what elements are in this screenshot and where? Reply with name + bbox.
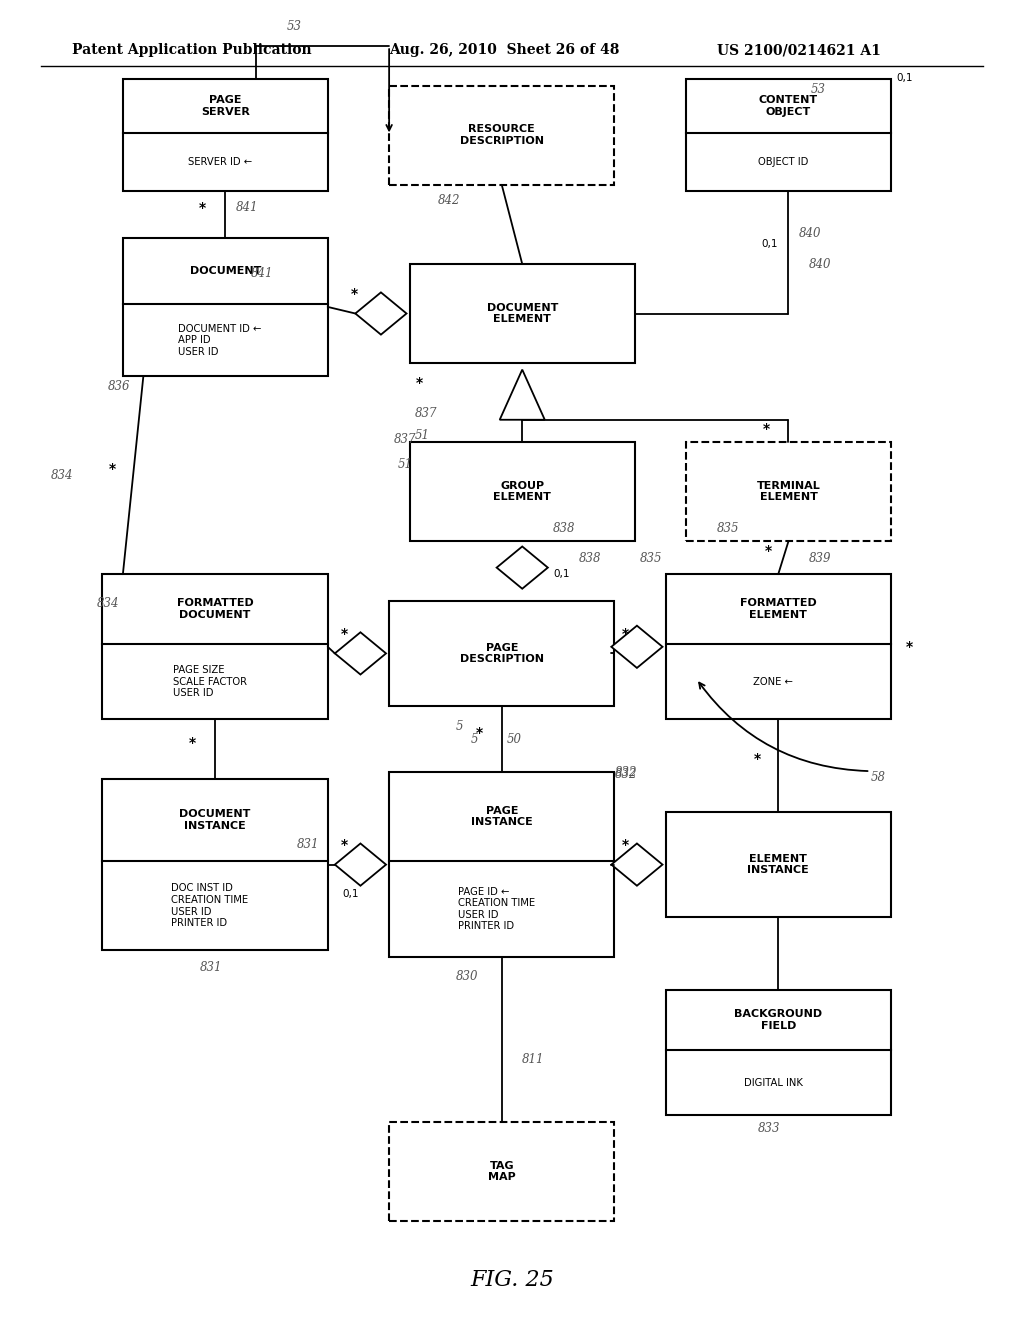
- FancyBboxPatch shape: [686, 79, 891, 191]
- FancyBboxPatch shape: [666, 812, 891, 917]
- Text: 842: 842: [438, 194, 461, 207]
- Text: 840: 840: [809, 257, 831, 271]
- Text: DIGITAL INK: DIGITAL INK: [743, 1078, 803, 1088]
- Text: 830: 830: [456, 970, 478, 983]
- Text: 51: 51: [397, 458, 413, 471]
- Text: DOCUMENT ID ←
APP ID
USER ID: DOCUMENT ID ← APP ID USER ID: [178, 323, 262, 356]
- Text: 837: 837: [394, 433, 417, 446]
- Text: 53: 53: [287, 20, 302, 33]
- Polygon shape: [611, 843, 663, 886]
- FancyBboxPatch shape: [123, 79, 328, 191]
- FancyBboxPatch shape: [410, 442, 635, 541]
- Text: *: *: [189, 735, 196, 750]
- Text: 0,1: 0,1: [896, 73, 912, 83]
- Text: FORMATTED
ELEMENT: FORMATTED ELEMENT: [740, 598, 816, 620]
- Text: 831: 831: [200, 961, 222, 974]
- Polygon shape: [335, 843, 386, 886]
- Text: DOCUMENT
ELEMENT: DOCUMENT ELEMENT: [486, 302, 558, 325]
- Text: 51: 51: [415, 429, 430, 442]
- Text: DOCUMENT: DOCUMENT: [189, 265, 261, 276]
- Text: 0,1: 0,1: [342, 888, 358, 899]
- Text: GROUP
ELEMENT: GROUP ELEMENT: [494, 480, 551, 503]
- Text: PAGE ID ←
CREATION TIME
USER ID
PRINTER ID: PAGE ID ← CREATION TIME USER ID PRINTER …: [458, 887, 536, 932]
- Text: ZONE ←: ZONE ←: [754, 677, 793, 686]
- Text: *: *: [763, 422, 769, 436]
- Text: TAG
MAP: TAG MAP: [487, 1160, 516, 1183]
- Text: 0,1: 0,1: [762, 239, 778, 249]
- Text: *: *: [341, 627, 347, 640]
- Text: 831: 831: [297, 838, 319, 851]
- Polygon shape: [335, 632, 386, 675]
- Text: PAGE SIZE
SCALE FACTOR
USER ID: PAGE SIZE SCALE FACTOR USER ID: [173, 665, 247, 698]
- Text: 5: 5: [471, 733, 478, 746]
- Text: ELEMENT
INSTANCE: ELEMENT INSTANCE: [748, 854, 809, 875]
- FancyBboxPatch shape: [389, 772, 614, 957]
- Text: *: *: [341, 838, 347, 851]
- Text: *: *: [623, 838, 629, 851]
- Text: DOCUMENT
INSTANCE: DOCUMENT INSTANCE: [179, 809, 251, 830]
- Text: 0,1: 0,1: [553, 569, 569, 579]
- Text: BACKGROUND
FIELD: BACKGROUND FIELD: [734, 1010, 822, 1031]
- Text: *: *: [110, 462, 116, 475]
- Text: *: *: [906, 640, 912, 653]
- Text: DOC INST ID
CREATION TIME
USER ID
PRINTER ID: DOC INST ID CREATION TIME USER ID PRINTE…: [171, 883, 249, 928]
- Text: 835: 835: [640, 552, 663, 565]
- Text: 839: 839: [809, 552, 831, 565]
- FancyBboxPatch shape: [666, 990, 891, 1115]
- Text: 834: 834: [97, 597, 120, 610]
- Text: RESOURCE
DESCRIPTION: RESOURCE DESCRIPTION: [460, 124, 544, 147]
- Text: *: *: [417, 376, 423, 389]
- Text: 5: 5: [456, 719, 463, 733]
- Text: Aug. 26, 2010  Sheet 26 of 48: Aug. 26, 2010 Sheet 26 of 48: [389, 44, 620, 57]
- Text: *: *: [351, 286, 357, 301]
- Text: 837: 837: [415, 407, 437, 420]
- Text: *: *: [765, 544, 771, 558]
- Text: Patent Application Publication: Patent Application Publication: [72, 44, 311, 57]
- Text: CONTENT
OBJECT: CONTENT OBJECT: [759, 95, 818, 117]
- Text: *: *: [200, 201, 206, 215]
- FancyBboxPatch shape: [410, 264, 635, 363]
- Text: 838: 838: [579, 552, 601, 565]
- Text: 838: 838: [553, 521, 575, 535]
- Text: FORMATTED
DOCUMENT: FORMATTED DOCUMENT: [177, 598, 253, 620]
- Text: 833: 833: [758, 1122, 780, 1135]
- FancyBboxPatch shape: [102, 574, 328, 719]
- Text: PAGE
INSTANCE: PAGE INSTANCE: [471, 805, 532, 828]
- Text: 840: 840: [799, 227, 821, 240]
- Text: 834: 834: [51, 469, 74, 482]
- Polygon shape: [497, 546, 548, 589]
- Text: 835: 835: [717, 521, 739, 535]
- Text: PAGE
SERVER: PAGE SERVER: [201, 95, 250, 117]
- FancyBboxPatch shape: [686, 442, 891, 541]
- FancyBboxPatch shape: [666, 574, 891, 719]
- Text: PAGE
DESCRIPTION: PAGE DESCRIPTION: [460, 643, 544, 664]
- Text: 811: 811: [522, 1053, 545, 1067]
- Text: 841: 841: [251, 267, 273, 280]
- FancyBboxPatch shape: [389, 601, 614, 706]
- Text: 836: 836: [108, 380, 130, 393]
- Text: 841: 841: [236, 202, 258, 214]
- Text: 832: 832: [614, 768, 637, 781]
- FancyBboxPatch shape: [102, 779, 328, 950]
- FancyBboxPatch shape: [389, 86, 614, 185]
- Text: TERMINAL
ELEMENT: TERMINAL ELEMENT: [757, 480, 820, 503]
- Text: US 2100/0214621 A1: US 2100/0214621 A1: [717, 44, 881, 57]
- Text: 50: 50: [507, 733, 522, 746]
- Text: 53: 53: [811, 83, 826, 96]
- Polygon shape: [500, 370, 545, 420]
- Text: *: *: [755, 752, 761, 766]
- Text: 832: 832: [614, 766, 637, 779]
- Text: OBJECT ID: OBJECT ID: [758, 157, 809, 168]
- Text: 58: 58: [870, 771, 886, 784]
- Text: *: *: [623, 627, 629, 640]
- Polygon shape: [611, 626, 663, 668]
- FancyBboxPatch shape: [123, 238, 328, 376]
- Polygon shape: [355, 293, 407, 335]
- Text: FIG. 25: FIG. 25: [470, 1270, 554, 1291]
- Text: SERVER ID ←: SERVER ID ←: [188, 157, 252, 168]
- FancyBboxPatch shape: [389, 1122, 614, 1221]
- Text: *: *: [476, 726, 482, 739]
